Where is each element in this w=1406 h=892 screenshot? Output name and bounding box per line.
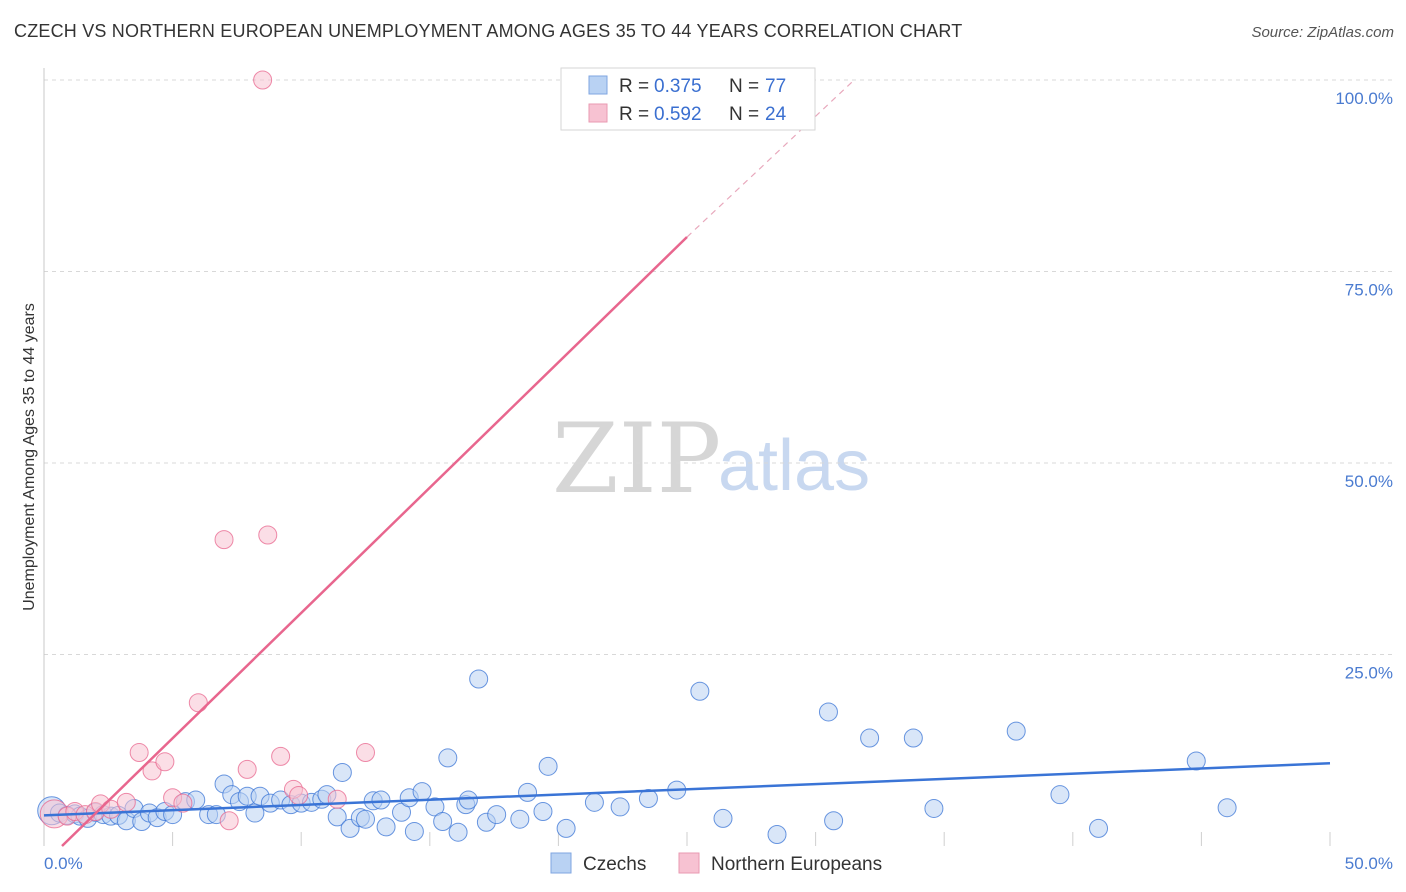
northern-europeans-trend-extension (686, 79, 855, 238)
czechs-point (690, 681, 710, 701)
northern-europeans-point (271, 746, 291, 766)
czechs-point (924, 798, 944, 818)
y-tick-label: 50.0% (1345, 472, 1393, 491)
legend-swatch-northern-europeans (588, 103, 608, 123)
czechs-point (404, 821, 424, 841)
czechs-point (469, 669, 489, 689)
y-tick-labels: 25.0% 50.0% 75.0% 100.0% (1335, 89, 1393, 683)
czechs-point (1006, 721, 1026, 741)
czechs-point (392, 802, 412, 822)
source-credit: Source: ZipAtlas.com (1251, 24, 1394, 41)
northern-europeans-point (253, 70, 273, 90)
legend-r-value-czechs: 0.375 (654, 76, 702, 97)
czechs-point (448, 822, 468, 842)
czechs-point (860, 728, 880, 748)
northern-europeans-point (289, 785, 309, 805)
legend-n-label-czechs: N = (729, 76, 759, 97)
czechs-point (903, 728, 923, 748)
northern-europeans-point (173, 793, 193, 813)
northern-europeans-point (116, 792, 136, 812)
czechs-point (824, 811, 844, 831)
czechs-point (487, 805, 507, 825)
northern-europeans-point (237, 759, 257, 779)
czechs-point (1186, 751, 1206, 771)
bottom-legend-czechs: Czechs (583, 854, 646, 875)
czechs-point (538, 756, 558, 776)
watermark-zip: ZIP (552, 403, 721, 515)
czechs-point (425, 797, 445, 817)
legend-r-label-czechs: R = (619, 76, 649, 97)
chart-title: CZECH VS NORTHERN EUROPEAN UNEMPLOYMENT … (14, 21, 963, 41)
czechs-point (818, 702, 838, 722)
czechs-point (412, 782, 432, 802)
czechs-trend-line (43, 762, 1331, 817)
x-tick-labels: 0.0% 50.0% (44, 854, 1393, 873)
northern-europeans-points (39, 70, 375, 831)
czechs-point (713, 808, 733, 828)
x-tick-label-min: 0.0% (44, 854, 83, 873)
legend-n-value-czechs: 77 (765, 76, 786, 97)
czechs-point (767, 825, 787, 845)
legend-r-label-northern: R = (619, 104, 649, 125)
x-tick-label-max: 50.0% (1345, 854, 1393, 873)
northern-europeans-point (155, 752, 175, 772)
northern-europeans-point (219, 811, 239, 831)
watermark-atlas: atlas (718, 426, 870, 506)
czechs-point (638, 789, 658, 809)
northern-europeans-point (258, 525, 278, 545)
czechs-point (610, 797, 630, 817)
czechs-point (371, 790, 391, 810)
northern-europeans-trend-line (61, 236, 688, 847)
y-tick-label: 100.0% (1335, 89, 1393, 108)
legend-r-value-northern: 0.592 (654, 104, 702, 125)
czechs-point (376, 817, 396, 837)
y-axis-title: Unemployment Among Ages 35 to 44 years (21, 303, 38, 611)
northern-europeans-point (356, 743, 375, 763)
y-tick-label: 25.0% (1345, 664, 1393, 683)
legend-swatch-czechs (588, 75, 608, 95)
bottom-legend-swatch-northern (678, 852, 700, 874)
northern-europeans-point (129, 743, 149, 763)
czechs-point (533, 802, 553, 822)
northern-europeans-point (327, 789, 347, 809)
czechs-point (1217, 798, 1237, 818)
northern-europeans-point (214, 530, 234, 550)
gridlines (44, 79, 1392, 846)
bottom-legend-swatch-czechs (550, 852, 572, 874)
legend-n-value-northern: 24 (765, 104, 787, 125)
czechs-point (518, 782, 538, 802)
y-tick-label: 75.0% (1345, 281, 1393, 300)
czechs-point (332, 762, 352, 782)
czechs-point (1089, 818, 1109, 838)
czechs-point (556, 818, 576, 838)
correlation-legend: R = 0.375 N = 77 R = 0.592 N = 24 (560, 67, 816, 131)
northern-europeans-point (142, 761, 162, 781)
czechs-point (1050, 785, 1070, 805)
bottom-legend-northern: Northern Europeans (711, 854, 882, 875)
czechs-point (433, 811, 453, 831)
czechs-point (458, 790, 478, 810)
czechs-point (510, 809, 530, 829)
czechs-point (356, 809, 375, 829)
czechs-point (438, 748, 458, 768)
series-legend: Czechs Northern Europeans (550, 852, 882, 875)
czechs-point (584, 792, 604, 812)
legend-n-label-northern: N = (729, 104, 759, 125)
trend-lines (43, 79, 1331, 847)
northern-europeans-point (188, 693, 208, 713)
